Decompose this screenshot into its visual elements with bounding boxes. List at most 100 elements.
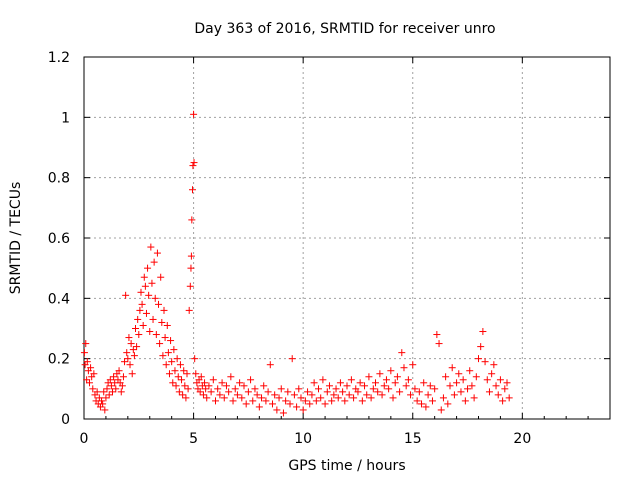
data-point: [176, 361, 184, 369]
data-point: [499, 397, 507, 405]
data-point: [162, 361, 170, 369]
x-tick-label: 20: [513, 431, 531, 447]
data-point: [365, 373, 373, 381]
data-point: [105, 391, 113, 399]
data-point: [496, 376, 504, 384]
y-tick-labels: 0 0.2 0.4 0.6 0.8 1 1.2: [48, 50, 70, 428]
data-point: [295, 385, 303, 393]
data-point: [501, 385, 509, 393]
data-point: [207, 388, 215, 396]
data-point: [181, 382, 189, 390]
data-point: [165, 370, 173, 378]
data-point: [145, 291, 153, 299]
data-point: [119, 373, 127, 381]
y-tick-label: 0.8: [48, 171, 70, 187]
data-point: [470, 394, 478, 402]
data-point: [159, 352, 167, 360]
data-point: [244, 388, 252, 396]
data-point: [398, 349, 406, 357]
data-point: [192, 370, 200, 378]
data-point: [203, 394, 211, 402]
data-point: [161, 334, 169, 342]
data-point: [139, 321, 147, 329]
data-point: [505, 394, 513, 402]
data-point: [153, 249, 161, 257]
data-point: [356, 379, 364, 387]
data-point: [420, 379, 428, 387]
data-point: [475, 355, 482, 363]
data-point: [236, 379, 244, 387]
data-point: [148, 279, 156, 287]
x-tick-label: 5: [189, 431, 198, 447]
data-point: [209, 376, 217, 384]
data-point: [128, 370, 136, 378]
data-point: [242, 400, 250, 408]
data-point: [168, 358, 176, 366]
data-point: [99, 400, 107, 408]
data-point: [494, 391, 502, 399]
x-tick-label: 10: [294, 431, 312, 447]
data-point: [479, 328, 487, 336]
data-point: [325, 382, 333, 390]
data-point: [155, 300, 163, 308]
data-point: [378, 391, 386, 399]
data-point: [461, 397, 469, 405]
x-axis-label: GPS time / hours: [288, 458, 405, 474]
data-point: [503, 379, 511, 387]
data-point: [481, 358, 489, 366]
data-point: [169, 379, 177, 387]
data-point: [304, 388, 312, 396]
data-point: [132, 325, 140, 332]
data-point: [266, 361, 274, 369]
data-point: [129, 346, 137, 354]
data-point: [317, 394, 325, 402]
data-point: [343, 382, 351, 390]
data-point: [404, 376, 412, 384]
data-point: [151, 294, 159, 302]
data-point: [315, 385, 323, 393]
data-point: [220, 394, 228, 402]
data-point: [382, 376, 390, 384]
data-point: [184, 385, 192, 393]
data-point: [396, 388, 404, 396]
data-point: [387, 367, 395, 375]
x-tick-label: 0: [80, 431, 89, 447]
data-point: [492, 382, 500, 390]
data-point: [371, 379, 379, 387]
data-point: [150, 258, 158, 266]
data-point: [402, 382, 410, 390]
data-point: [369, 385, 377, 393]
data-points: [80, 110, 513, 417]
x-tick-label: 15: [404, 431, 422, 447]
data-point: [424, 391, 432, 399]
data-point: [130, 352, 138, 360]
axis-ticks: [83, 56, 610, 420]
data-point: [93, 388, 101, 396]
data-point: [286, 400, 294, 408]
data-point: [411, 385, 419, 393]
data-point: [175, 388, 183, 396]
data-point: [163, 321, 171, 329]
data-point: [173, 355, 181, 363]
data-point: [233, 391, 241, 399]
data-point: [149, 315, 157, 323]
data-point: [433, 331, 441, 339]
data-point: [468, 382, 476, 390]
data-point: [258, 394, 266, 402]
data-point: [133, 343, 141, 351]
data-point: [158, 318, 166, 326]
data-point: [435, 340, 443, 348]
data-point: [100, 388, 108, 396]
data-point: [328, 397, 336, 405]
data-point: [350, 394, 358, 402]
data-point: [123, 349, 131, 357]
data-point: [457, 388, 465, 396]
data-point: [312, 397, 320, 405]
data-point: [319, 376, 327, 384]
data-point: [83, 358, 91, 366]
data-point: [197, 373, 205, 381]
data-point: [103, 385, 111, 393]
data-point: [118, 382, 126, 390]
data-point: [190, 110, 198, 118]
data-point: [426, 382, 434, 390]
